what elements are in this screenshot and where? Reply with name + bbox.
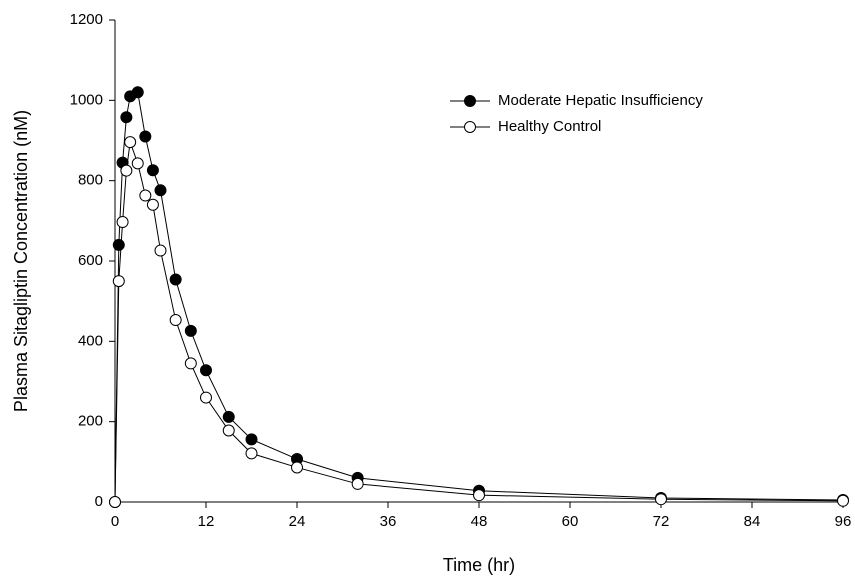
x-tick-label: 12 [198,513,215,530]
data-point [154,244,167,257]
data-point [200,364,212,377]
legend-marker [464,121,476,133]
data-point [124,136,137,149]
x-tick-label: 96 [835,513,852,530]
y-tick-label: 600 [78,252,103,269]
data-point [837,494,849,507]
x-tick-label: 48 [471,513,488,530]
data-point [291,461,303,474]
data-point [245,433,258,446]
legend-label: Moderate Hepatic Insufficiency [498,92,703,109]
data-point [169,273,182,286]
data-point [351,477,364,490]
data-point [222,424,235,437]
data-point [120,164,133,177]
data-point [109,496,121,508]
x-tick-label: 60 [562,513,579,530]
data-point [154,184,167,197]
data-point [245,447,258,460]
data-point [655,493,667,506]
data-point [112,275,125,288]
data-point [146,198,159,211]
x-axis-title: Time (hr) [443,555,515,575]
y-tick-label: 0 [95,493,103,510]
series-line [114,91,844,503]
x-tick-label: 72 [653,513,670,530]
data-point [473,489,485,502]
data-point [112,238,125,251]
y-tick-label: 800 [78,172,103,189]
legend-label: Healthy Control [498,118,601,135]
data-point [139,189,152,202]
data-point [116,216,129,229]
data-point [131,86,144,99]
data-point [222,410,235,423]
data-point [139,130,152,143]
data-point [169,314,182,327]
data-point [146,164,159,177]
data-point [184,357,197,370]
data-point [200,391,212,404]
data-point [120,111,133,124]
x-tick-label: 0 [111,513,119,530]
legend-marker [464,95,476,107]
data-point [131,157,144,170]
data-point [184,324,197,337]
x-tick-label: 36 [380,513,397,530]
y-tick-label: 200 [78,413,103,430]
x-tick-label: 24 [289,513,306,530]
series-line [114,141,844,503]
y-axis-title: Plasma Sitagliptin Concentration (nM) [11,110,31,412]
y-tick-label: 400 [78,332,103,349]
y-tick-label: 1000 [70,91,103,108]
x-tick-label: 84 [744,513,761,530]
y-tick-label: 1200 [70,11,103,28]
